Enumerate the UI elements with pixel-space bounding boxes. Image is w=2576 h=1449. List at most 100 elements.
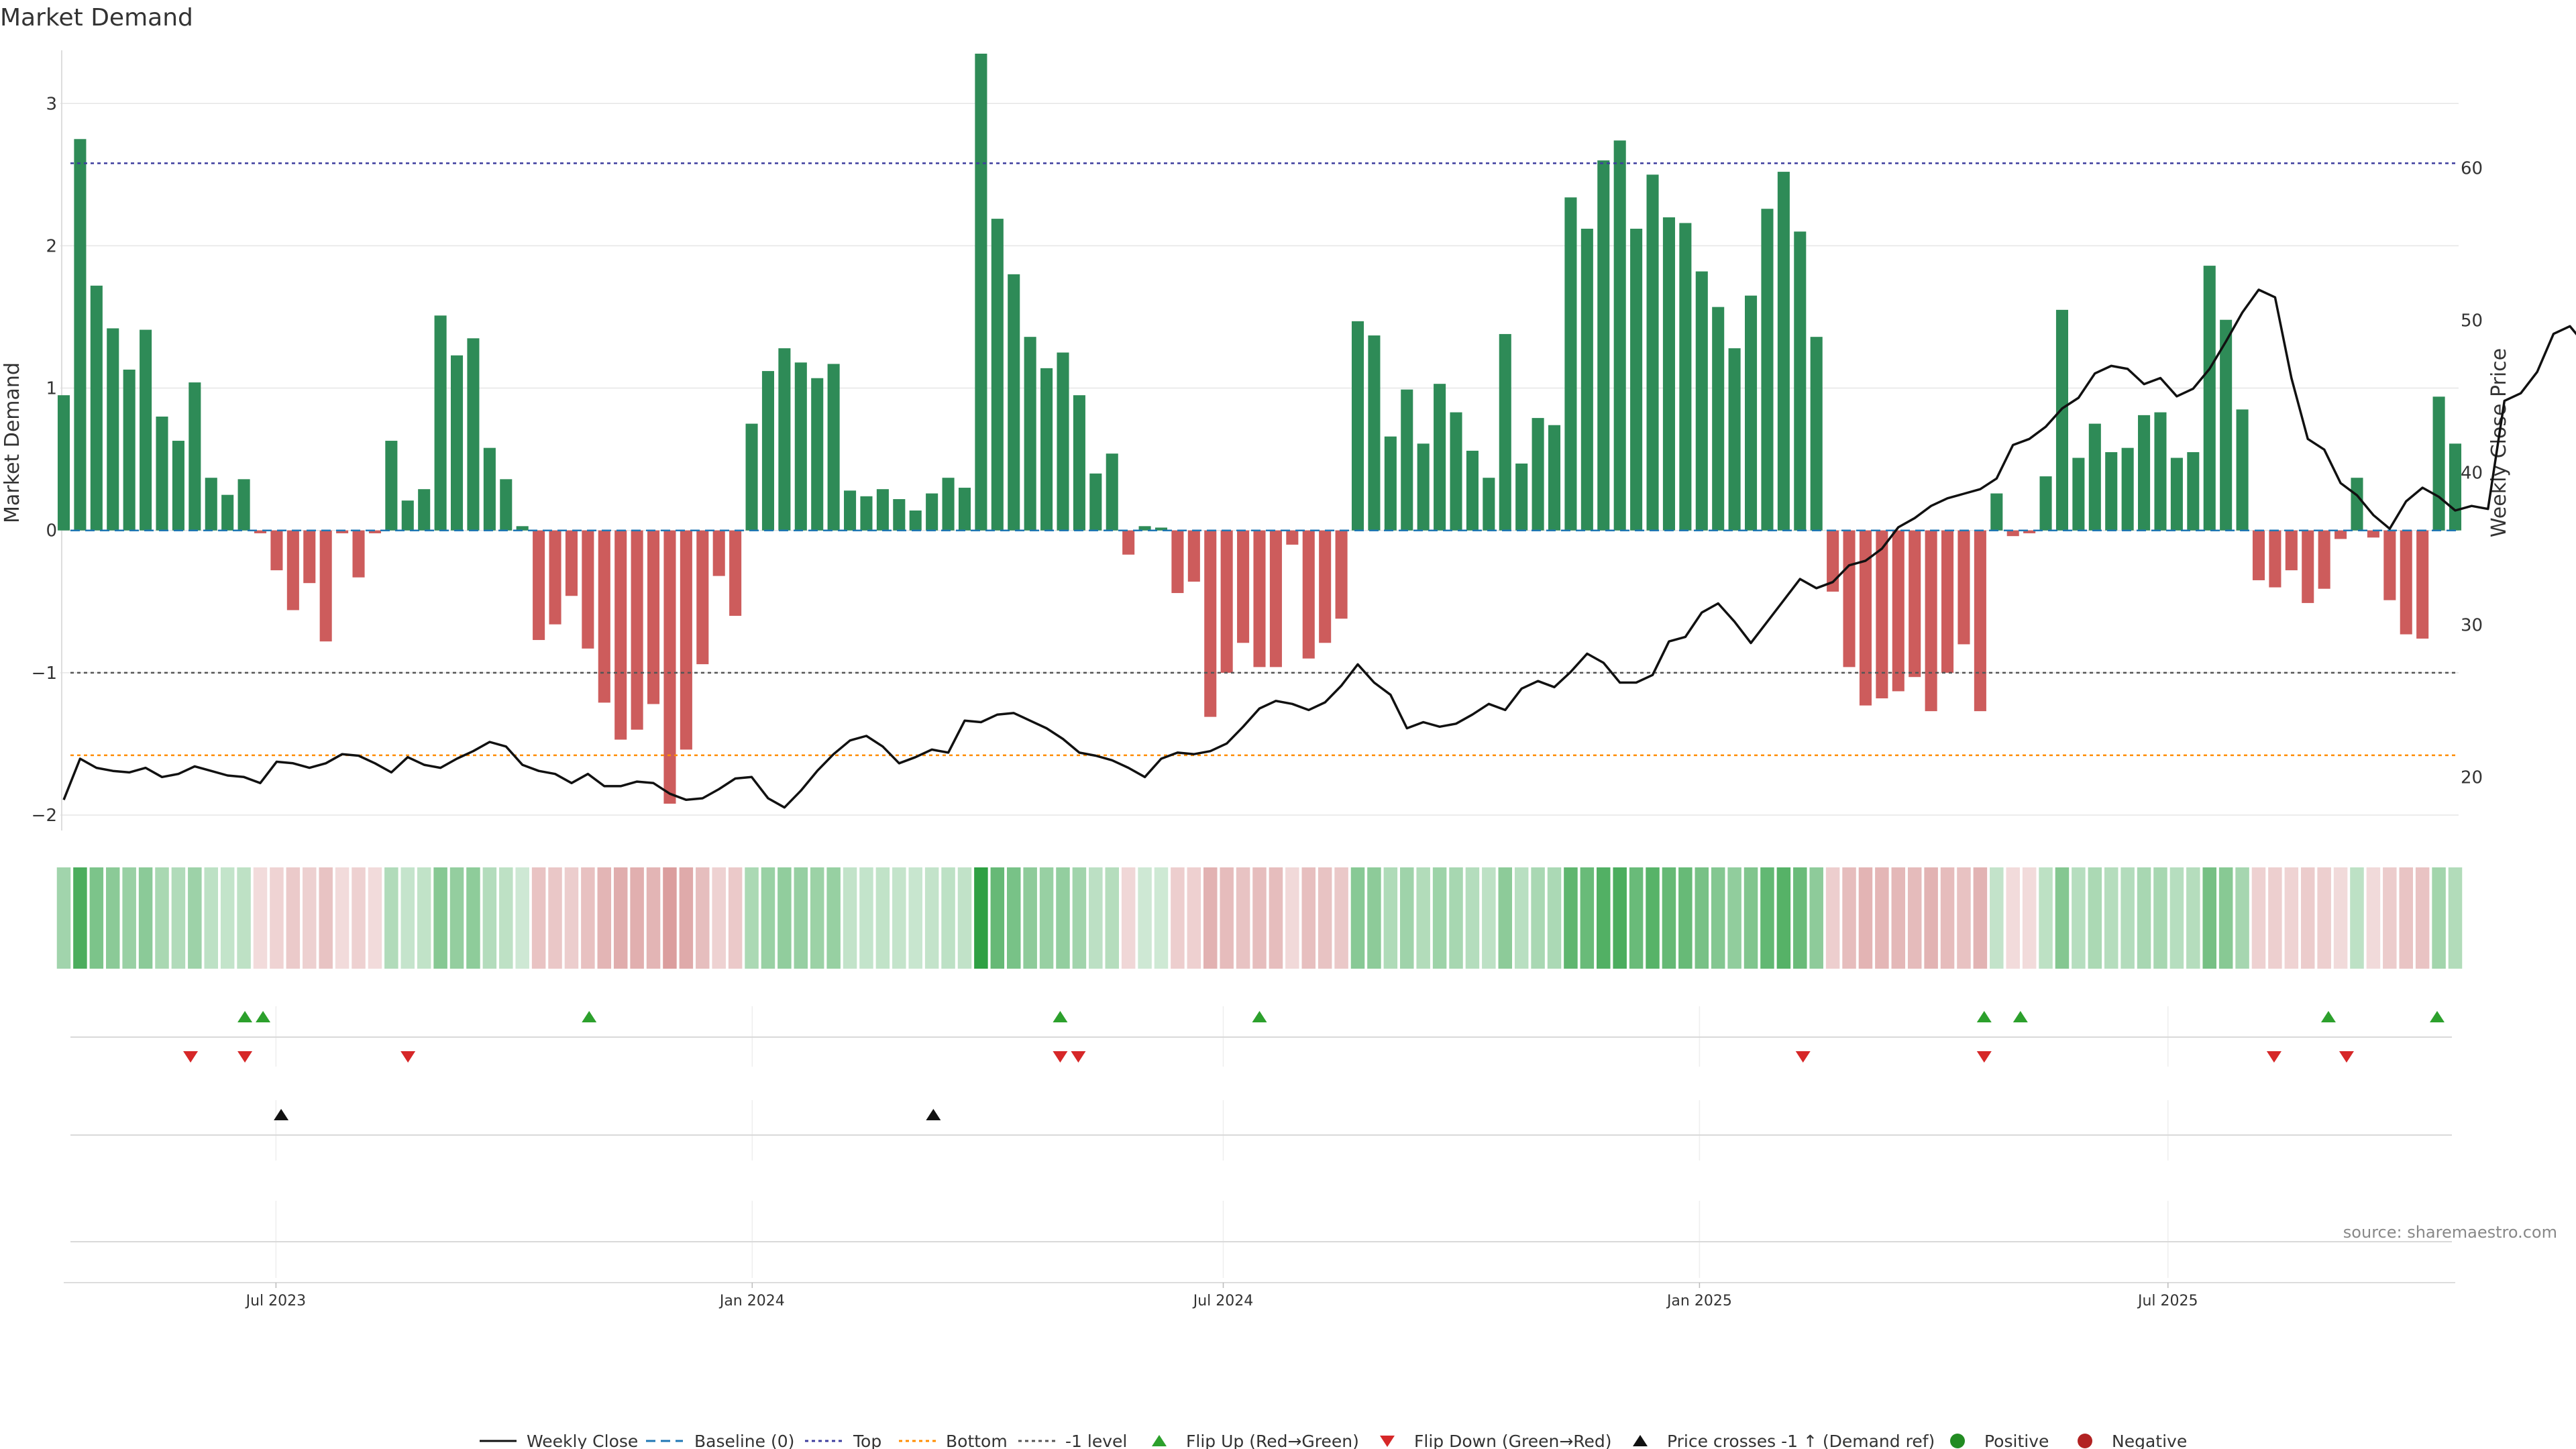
legend-swatch	[1950, 1434, 1965, 1448]
heat-cell	[466, 867, 480, 969]
negative-bar	[582, 530, 594, 649]
heat-cell	[564, 867, 579, 969]
heat-cell	[2121, 867, 2135, 969]
negative-bar	[614, 530, 627, 740]
positive-bar	[2449, 443, 2462, 531]
negative-bar	[1843, 530, 1856, 667]
negative-bar	[1253, 530, 1266, 667]
legend-label: Flip Down (Green→Red)	[1414, 1432, 1612, 1449]
negative-bar	[712, 530, 725, 576]
flip-down-marker	[1795, 1051, 1811, 1063]
heat-cell	[1023, 867, 1037, 969]
heat-cell	[859, 867, 873, 969]
positive-bar	[745, 423, 758, 531]
legend-label: Positive	[1984, 1432, 2049, 1449]
heat-cell	[1858, 867, 1873, 969]
negative-bar	[2006, 530, 2019, 537]
positive-bar	[1155, 527, 1168, 531]
legend-swatch	[1152, 1435, 1167, 1446]
heat-cell	[2366, 867, 2381, 969]
flip-down-marker	[1053, 1051, 1068, 1063]
heat-cell	[1940, 867, 1955, 969]
weekly-close-line	[62, 288, 2576, 809]
legend-label: Weekly Close	[527, 1432, 638, 1449]
heat-cell	[433, 867, 447, 969]
positive-bar	[1483, 478, 1495, 531]
negative-bar	[1909, 530, 1921, 678]
heat-cell	[1056, 867, 1070, 969]
positive-bar	[434, 315, 447, 531]
heat-cell	[155, 867, 169, 969]
positive-bar	[761, 371, 775, 531]
negative-bar	[2269, 530, 2282, 588]
negative-bar	[1319, 530, 1332, 643]
negative-bar	[2252, 530, 2265, 580]
positive-bar	[1613, 140, 1626, 531]
heat-cell	[941, 867, 955, 969]
positive-bar	[1695, 271, 1708, 531]
legend: Weekly Close Baseline (0) Top Bottom -1 leve…	[480, 1432, 2187, 1449]
negative-bar	[336, 530, 349, 533]
positive-bar	[156, 416, 168, 531]
heat-cell	[482, 867, 497, 969]
heat-cell	[303, 867, 317, 969]
y2-tick-label: 30	[2461, 615, 2483, 635]
y2-tick-label: 50	[2461, 311, 2483, 331]
positive-bar	[500, 479, 513, 531]
heat-cell	[924, 867, 939, 969]
negative-bar	[1171, 530, 1184, 594]
heat-cell	[1203, 867, 1218, 969]
heat-cell	[105, 867, 120, 969]
positive-bar	[2203, 266, 2216, 531]
positive-bar	[1351, 321, 1364, 531]
heat-cell	[2088, 867, 2102, 969]
flip-up-marker	[2012, 1011, 2028, 1022]
heat-cell	[2006, 867, 2020, 969]
negative-bar	[1892, 530, 1904, 692]
positive-bar	[926, 493, 938, 531]
positive-bar	[2187, 452, 2200, 531]
heat-cell	[745, 867, 759, 969]
negative-bar	[729, 530, 742, 616]
heat-cell	[1350, 867, 1365, 969]
heat-cell	[2022, 867, 2037, 969]
heat-cell	[1580, 867, 1595, 969]
heat-cell	[2432, 867, 2446, 969]
positive-bar	[991, 219, 1004, 531]
positive-bar	[2088, 423, 2101, 531]
positive-bar	[778, 348, 791, 531]
heat-cell	[1924, 867, 1938, 969]
positive-bar	[74, 139, 87, 531]
negative-bar	[1122, 530, 1135, 555]
positive-bar	[1564, 197, 1577, 531]
heat-cell	[908, 867, 922, 969]
heat-cell	[2186, 867, 2200, 969]
heat-cell	[1957, 867, 1971, 969]
heat-cell	[1825, 867, 1840, 969]
heat-cell	[974, 867, 988, 969]
positive-bar	[1417, 443, 1430, 531]
negative-bar	[533, 530, 545, 641]
heat-cell	[1220, 867, 1234, 969]
heat-cell	[122, 867, 136, 969]
positive-bar	[2121, 447, 2134, 531]
x-tick-label: Jul 2025	[2137, 1293, 2198, 1309]
heat-cell	[531, 867, 546, 969]
heat-cell	[794, 867, 808, 969]
heat-cell	[2415, 867, 2430, 969]
positive-bar	[237, 479, 250, 531]
heat-cell	[1629, 867, 1644, 969]
heat-cell	[810, 867, 824, 969]
positive-bar	[483, 447, 496, 531]
positive-bar	[90, 285, 103, 531]
legend-label: Flip Up (Red→Green)	[1186, 1432, 1359, 1449]
y-tick-label: 2	[46, 236, 57, 256]
heat-cell	[417, 867, 431, 969]
positive-bar	[942, 478, 955, 531]
heat-cell	[1383, 867, 1398, 969]
y2-tick-label: 20	[2461, 767, 2483, 788]
heat-cell	[2317, 867, 2331, 969]
heat-cell	[138, 867, 153, 969]
negative-bar	[303, 530, 316, 584]
negative-bar	[2318, 530, 2330, 589]
